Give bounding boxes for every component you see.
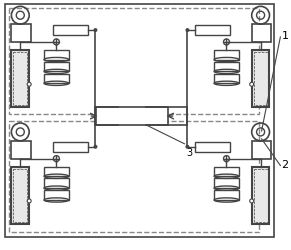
Bar [53, 142, 88, 152]
Text: 2: 2 [281, 159, 288, 169]
Text: 3: 3 [187, 147, 193, 157]
Circle shape [185, 145, 189, 149]
Circle shape [93, 145, 97, 149]
Bar [252, 51, 269, 108]
Bar [44, 62, 69, 72]
Bar [214, 51, 239, 60]
Circle shape [185, 29, 189, 33]
Bar [96, 108, 168, 126]
Bar [11, 51, 29, 108]
Bar [195, 26, 230, 36]
Circle shape [27, 199, 31, 203]
Bar [44, 179, 69, 188]
Bar [214, 74, 239, 84]
Bar [195, 142, 230, 152]
Bar [254, 169, 267, 222]
Bar [214, 167, 239, 176]
Bar [44, 74, 69, 84]
Bar [44, 51, 69, 60]
Bar [252, 167, 269, 224]
Bar [252, 141, 272, 159]
Bar [214, 179, 239, 188]
Bar [9, 122, 259, 232]
Bar [53, 26, 88, 36]
Bar [11, 141, 31, 159]
Bar [254, 52, 267, 106]
Bar [44, 190, 69, 200]
Circle shape [250, 83, 254, 87]
Bar [11, 25, 31, 43]
Circle shape [27, 83, 31, 87]
Bar [13, 52, 27, 106]
Circle shape [250, 199, 254, 203]
Bar [44, 167, 69, 176]
Bar [11, 167, 29, 224]
Circle shape [93, 29, 97, 33]
Text: 1: 1 [281, 31, 288, 41]
Bar [13, 169, 27, 222]
Bar [214, 62, 239, 72]
Bar [214, 190, 239, 200]
Bar [252, 25, 272, 43]
Bar [9, 9, 259, 115]
